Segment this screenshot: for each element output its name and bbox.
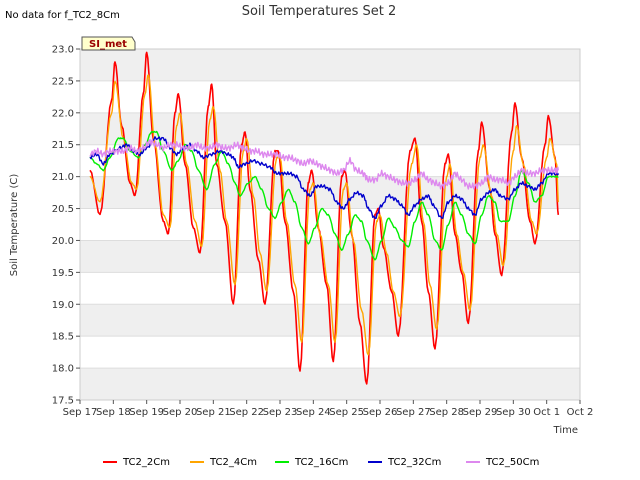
legend: TC2_2Cm TC2_4Cm TC2_16Cm TC2_32Cm TC2_50Cm [103,457,539,468]
x-tick-label: Sep 17 [63,407,98,418]
x-tick-label: Sep 24 [296,407,331,418]
y-tick-label: 23.0 [52,45,74,56]
series-line-tc2_16cm [89,130,559,261]
x-axis-title: Time [553,425,578,436]
y-tick-label: 19.5 [52,268,74,279]
x-tick-label: Sep 27 [396,407,431,418]
x-tick-label: Sep 25 [329,407,364,418]
y-tick-label: 20.0 [52,236,74,247]
badge-label: SI_met [89,39,127,50]
y-tick-label: 22.5 [52,76,74,87]
y-tick-label: 18.0 [52,364,74,375]
no-data-note: No data for f_TC2_8Cm [5,10,120,21]
background-band [80,368,580,400]
legend-label: TC2_50Cm [485,457,539,468]
y-tick-label: 21.0 [52,172,74,183]
x-tick-label: Oct 2 [567,407,594,418]
y-tick-label: 20.5 [52,204,74,215]
x-tick-label: Sep 19 [129,407,164,418]
series-layer [89,51,560,385]
series-line-tc2_50cm [89,139,559,190]
x-tick-label: Sep 22 [229,407,264,418]
legend-label: TC2_32Cm [387,457,441,468]
y-tick-label: 18.5 [52,332,74,343]
x-tick-label: Sep 18 [96,407,131,418]
background-band [80,49,580,81]
x-tick-label: Sep 30 [496,407,531,418]
y-axis-ticks: 17.5 18.0 18.5 19.0 19.5 20.0 20.5 21.0 21.5 22.0… [52,45,80,407]
si-met-badge: SI_met [81,36,136,51]
legend-label: TC2_4Cm [209,457,257,468]
x-tick-label: Sep 20 [163,407,198,418]
y-tick-label: 19.0 [52,300,74,311]
series-line-tc2_32cm [89,136,559,220]
x-tick-label: Sep 29 [463,407,498,418]
y-tick-label: 22.0 [52,108,74,119]
x-tick-label: Sep 21 [196,407,231,418]
background-band [80,112,580,145]
y-tick-label: 21.5 [52,140,74,151]
y-tick-label: 17.5 [52,396,74,407]
x-tick-label: Oct 1 [533,407,560,418]
x-tick-label: Sep 23 [263,407,298,418]
x-tick-label: Sep 26 [363,407,398,418]
legend-label: TC2_2Cm [122,457,170,468]
y-axis-title: Soil Temperature (C) [9,174,20,277]
plot-frame [79,48,581,401]
x-tick-label: Sep 28 [429,407,464,418]
legend-label: TC2_16Cm [294,457,348,468]
chart-title: Soil Temperatures Set 2 [242,4,397,19]
